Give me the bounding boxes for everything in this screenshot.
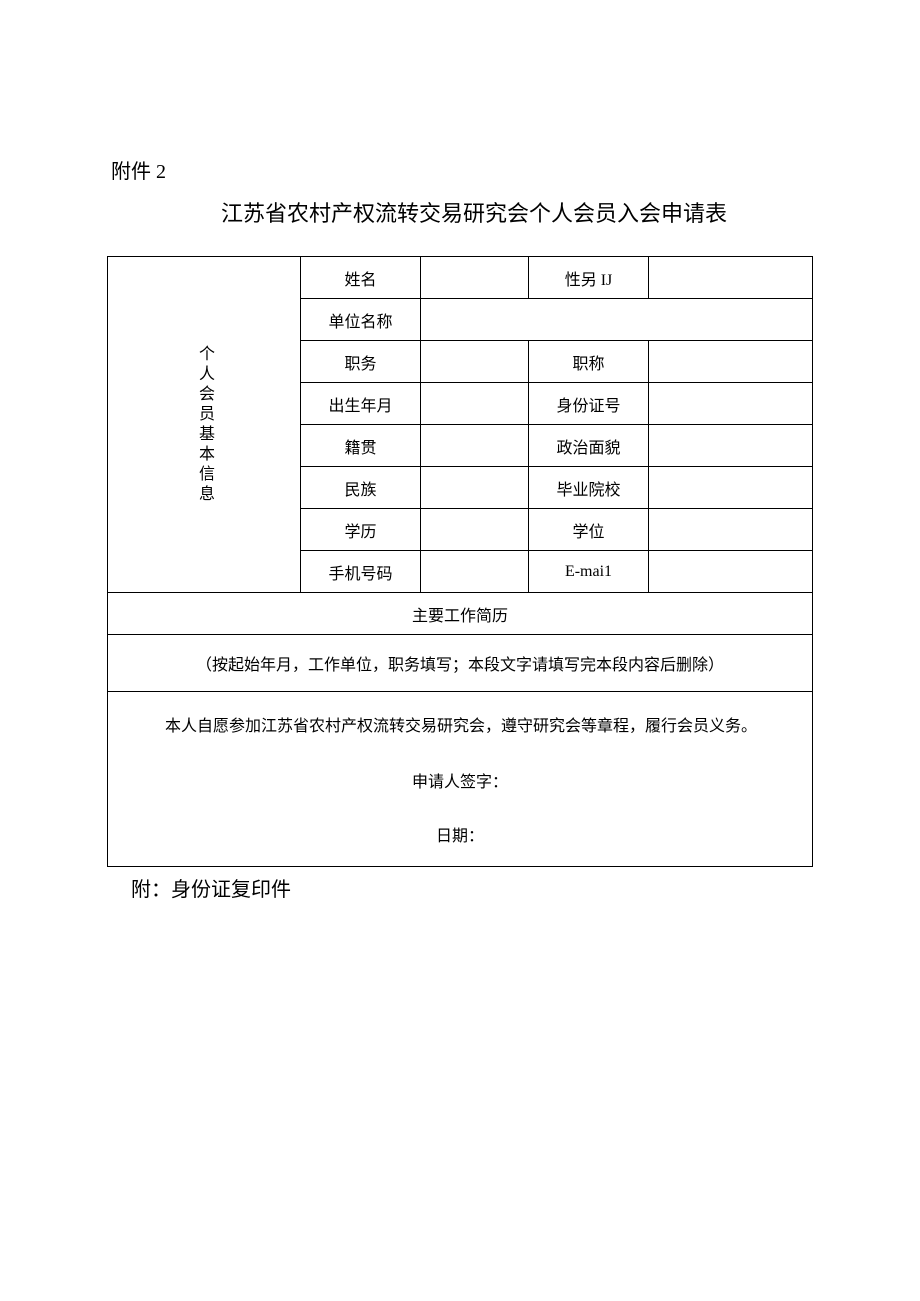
- value-degree: [649, 509, 813, 551]
- label-org: 单位名称: [301, 299, 421, 341]
- label-gender: 性另 IJ: [529, 257, 649, 299]
- label-position: 职务: [301, 341, 421, 383]
- row-declaration: 本人自愿参加江苏省农村产权流转交易研究会，遵守研究会等章程，履行会员义务。 申请…: [108, 692, 813, 867]
- value-ethnic: [421, 467, 529, 509]
- application-form-table: 个人会员基本信息 姓名 性另 IJ 单位名称 职务 职称 出生年月 身份证号 籍…: [107, 256, 813, 867]
- label-phone: 手机号码: [301, 551, 421, 593]
- resume-hint-text: （按起始年月，工作单位，职务填写；本段文字请填写完本段内容后删除）: [196, 657, 724, 674]
- label-degree: 学位: [529, 509, 649, 551]
- label-birth: 出生年月: [301, 383, 421, 425]
- attachment-label: 附件 2: [107, 155, 813, 184]
- value-phone: [421, 551, 529, 593]
- value-education: [421, 509, 529, 551]
- value-school: [649, 467, 813, 509]
- value-gender: [649, 257, 813, 299]
- value-org: [421, 299, 813, 341]
- declaration-cell: 本人自愿参加江苏省农村产权流转交易研究会，遵守研究会等章程，履行会员义务。 申请…: [108, 692, 813, 867]
- side-label-basic-info: 个人会员基本信息: [108, 257, 301, 593]
- footer-attachment-note: 附：身份证复印件: [107, 873, 813, 902]
- row-name-gender: 个人会员基本信息 姓名 性另 IJ: [108, 257, 813, 299]
- label-email: E-mai1: [529, 551, 649, 593]
- value-idnum: [649, 383, 813, 425]
- value-jobtitle: [649, 341, 813, 383]
- value-political: [649, 425, 813, 467]
- value-birth: [421, 383, 529, 425]
- label-jobtitle: 职称: [529, 341, 649, 383]
- page-container: 附件 2 江苏省农村产权流转交易研究会个人会员入会申请表 个人会员基本信息 姓名…: [0, 0, 920, 902]
- value-hometown: [421, 425, 529, 467]
- resume-header: 主要工作简历: [108, 593, 813, 635]
- label-school: 毕业院校: [529, 467, 649, 509]
- signature-label: 申请人签字：: [110, 768, 810, 792]
- date-label: 日期：: [110, 822, 810, 846]
- label-political: 政治面貌: [529, 425, 649, 467]
- label-name: 姓名: [301, 257, 421, 299]
- row-resume-header: 主要工作简历: [108, 593, 813, 635]
- resume-body: （按起始年月，工作单位，职务填写；本段文字请填写完本段内容后删除）: [108, 635, 813, 692]
- value-email: [649, 551, 813, 593]
- label-idnum: 身份证号: [529, 383, 649, 425]
- value-position: [421, 341, 529, 383]
- label-hometown: 籍贯: [301, 425, 421, 467]
- value-name: [421, 257, 529, 299]
- row-resume-body: （按起始年月，工作单位，职务填写；本段文字请填写完本段内容后删除）: [108, 635, 813, 692]
- declaration-text: 本人自愿参加江苏省农村产权流转交易研究会，遵守研究会等章程，履行会员义务。: [110, 712, 810, 736]
- form-title: 江苏省农村产权流转交易研究会个人会员入会申请表: [107, 196, 813, 228]
- label-education: 学历: [301, 509, 421, 551]
- label-ethnic: 民族: [301, 467, 421, 509]
